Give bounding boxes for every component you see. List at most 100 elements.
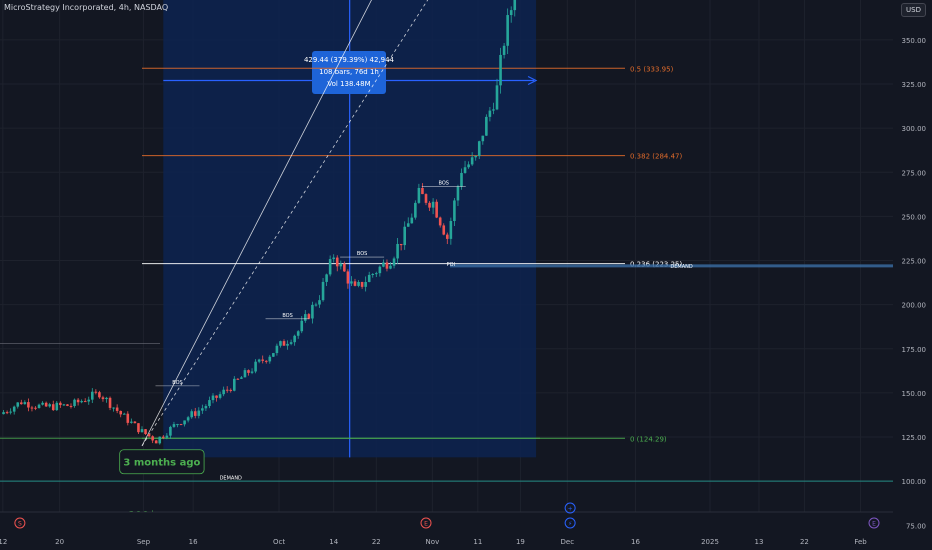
candle-body <box>353 281 357 286</box>
x-tick-label: 16 <box>631 538 640 546</box>
candle-body <box>243 370 247 378</box>
event-icon[interactable] <box>564 517 576 529</box>
candle-body <box>34 407 37 409</box>
candle-body <box>55 402 59 411</box>
candle-body <box>115 407 119 411</box>
candle-body <box>385 262 389 269</box>
candle-body <box>474 155 477 158</box>
measure-info-label <box>312 51 386 94</box>
candle-body <box>190 411 193 418</box>
event-icon[interactable] <box>564 502 576 514</box>
annotation-text: 3 months ago <box>123 457 200 468</box>
y-tick-label: 325.00 <box>902 81 927 89</box>
candle-body <box>176 424 179 426</box>
candle-body <box>30 407 34 409</box>
candle-body <box>201 408 204 411</box>
candle-body <box>286 343 289 346</box>
x-tick-label: 13 <box>755 538 764 546</box>
x-tick-label: 22 <box>800 538 809 546</box>
candle-body <box>222 389 225 395</box>
bos-label: BOS <box>439 180 449 186</box>
y-tick-label: 150.00 <box>902 390 927 398</box>
candle-body <box>389 265 392 269</box>
candle-body <box>183 420 186 425</box>
price-axis-background <box>893 0 932 550</box>
candle-body <box>122 413 126 415</box>
candle-body <box>257 359 261 362</box>
measure-info-line: Vol 138.48M <box>327 80 370 88</box>
candle-body <box>101 397 105 400</box>
y-tick-label: 275.00 <box>902 169 927 177</box>
event-icon[interactable] <box>14 517 26 529</box>
candle-body <box>275 345 279 354</box>
zone-label: POI <box>447 262 455 268</box>
candle-body <box>76 399 80 403</box>
candle-body <box>51 404 55 411</box>
candle-body <box>211 395 215 401</box>
candle-body <box>449 221 453 239</box>
candle-body <box>325 274 328 282</box>
x-tick-label: 12 <box>0 538 7 546</box>
candle-body <box>144 429 147 435</box>
bos-label: BOS <box>282 313 292 319</box>
candle-body <box>272 353 275 357</box>
candle-body <box>80 401 83 403</box>
candle-body <box>16 402 20 407</box>
candle-body <box>431 201 435 208</box>
candle-body <box>506 15 509 46</box>
candle-body <box>250 371 254 373</box>
event-icon[interactable] <box>420 517 432 529</box>
candle-body <box>311 304 314 319</box>
event-icon-glyph: E <box>872 521 876 528</box>
candle-body <box>154 440 158 444</box>
candle-body <box>318 300 321 305</box>
candle-body <box>488 110 492 117</box>
candle-body <box>343 263 346 272</box>
candle-body <box>335 257 339 267</box>
candle-body <box>406 223 410 227</box>
event-icon-glyph: S <box>18 521 22 528</box>
candle-body <box>453 200 456 222</box>
candle-body <box>421 187 424 195</box>
candle-body <box>339 263 343 267</box>
candle-body <box>417 187 421 203</box>
candle-body <box>360 281 364 287</box>
candle-body <box>279 341 282 346</box>
candle-body <box>502 45 506 55</box>
candle-body <box>396 243 399 259</box>
x-tick-label: Nov <box>426 538 440 546</box>
y-tick-label: 300.00 <box>902 125 927 133</box>
x-tick-label: 19 <box>516 538 525 546</box>
candle-body <box>485 116 488 136</box>
candle-body <box>41 402 44 405</box>
candle-body <box>392 258 396 266</box>
currency-button[interactable]: USD <box>901 3 926 17</box>
candle-body <box>62 404 66 406</box>
y-tick-label: 100.00 <box>902 478 927 486</box>
candle-body <box>428 202 431 208</box>
candle-body <box>87 399 91 402</box>
candle-body <box>357 281 360 286</box>
candle-body <box>304 314 307 321</box>
candle-body <box>307 314 311 319</box>
x-tick-label: Oct <box>273 538 285 546</box>
x-tick-label: 14 <box>329 538 338 546</box>
fib-level-label: 0.5 (333.95) <box>630 65 674 73</box>
candle-body <box>477 141 481 156</box>
candle-body <box>282 341 286 346</box>
candle-body <box>83 401 87 403</box>
bos-label: BOS <box>357 251 367 257</box>
candle-body <box>463 167 467 173</box>
candle-body <box>236 378 240 380</box>
event-icon[interactable] <box>868 517 880 529</box>
candle-body <box>151 436 154 441</box>
zone-label: DEMAND <box>220 476 242 482</box>
candle-body <box>162 436 165 438</box>
candle-body <box>140 429 144 433</box>
candle-body <box>158 436 162 444</box>
x-tick-label: 2025 <box>701 538 719 546</box>
candle-body <box>130 421 133 423</box>
candle-body <box>240 377 243 379</box>
symbol-title: MicroStrategy Incorporated, 4h, NASDAQ <box>4 3 169 12</box>
